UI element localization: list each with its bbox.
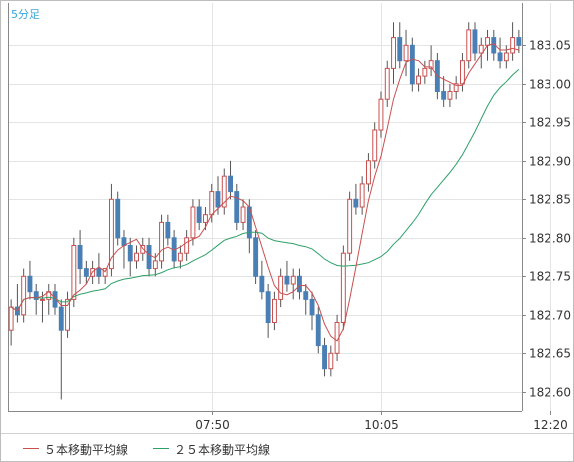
candle-up xyxy=(203,214,208,223)
candle-up xyxy=(466,29,472,62)
candle-up xyxy=(221,175,227,208)
candle-up xyxy=(21,275,27,316)
candle-up xyxy=(140,245,146,254)
ma5-line xyxy=(10,43,520,342)
candle-down xyxy=(303,291,309,300)
candle-down xyxy=(253,237,259,277)
candle-up xyxy=(102,268,108,277)
candle-down xyxy=(297,275,302,293)
legend-label-ma25: ２５本移動平均線 xyxy=(174,443,271,457)
candle-up xyxy=(71,245,77,300)
candle-up xyxy=(478,44,484,54)
candle-down xyxy=(58,306,64,331)
candle-down xyxy=(259,275,265,293)
candle-down xyxy=(284,275,290,285)
candle-down xyxy=(353,198,359,208)
x-tick-label: 10:05 xyxy=(364,418,399,432)
candle-down xyxy=(228,175,234,193)
timeframe-label: 5分足 xyxy=(11,8,40,21)
candle-up xyxy=(190,206,196,239)
candle-up xyxy=(447,91,453,100)
legend-divider xyxy=(1,433,573,434)
candle-up xyxy=(378,98,384,131)
candle-up xyxy=(152,260,158,270)
candle-up xyxy=(8,306,14,331)
candle-up xyxy=(428,60,434,69)
candle-down xyxy=(215,191,221,208)
candle-down xyxy=(146,245,152,270)
candle-up xyxy=(177,252,183,262)
candle-up xyxy=(240,206,246,223)
candle-up xyxy=(109,198,114,270)
candle-up xyxy=(134,252,140,262)
candle-up xyxy=(485,37,491,46)
candle-down xyxy=(472,29,478,54)
x-tick-label: 07:50 xyxy=(195,418,230,432)
candle-up xyxy=(372,129,378,162)
candle-down xyxy=(165,221,171,239)
candle-down xyxy=(309,298,315,316)
candle-up xyxy=(347,198,353,254)
candle-down xyxy=(265,291,271,324)
candle-up xyxy=(416,75,422,85)
candle-up xyxy=(290,275,296,285)
legend-swatch-ma25 xyxy=(153,448,169,449)
candle-up xyxy=(184,237,190,254)
candle-down xyxy=(315,314,321,347)
candle-down xyxy=(83,268,89,277)
candle-up xyxy=(510,37,516,54)
candle-up xyxy=(422,67,428,77)
candle-down xyxy=(33,291,39,300)
candle-up xyxy=(391,37,397,69)
candle-down xyxy=(27,275,33,293)
candle-down xyxy=(397,37,403,62)
candle-down xyxy=(96,268,102,277)
candle-up xyxy=(278,275,284,300)
candle-up xyxy=(40,298,45,301)
candle-up xyxy=(340,252,346,323)
candle-down xyxy=(77,245,83,270)
candle-up xyxy=(384,67,390,100)
candle-down xyxy=(234,191,240,223)
candle-up xyxy=(359,183,365,208)
legend-label-ma5: ５本移動平均線 xyxy=(44,443,129,457)
legend-swatch-ma5 xyxy=(23,448,39,449)
candle-down xyxy=(497,52,503,62)
candle-up xyxy=(328,352,334,370)
candle-down xyxy=(409,44,415,85)
candle-up xyxy=(503,52,509,62)
candle-up xyxy=(460,60,465,85)
candle-down xyxy=(196,206,202,223)
candle-down xyxy=(127,245,133,262)
candle-down xyxy=(441,91,447,100)
x-tick-label: 12:20 xyxy=(533,418,568,432)
candle-up xyxy=(403,44,409,62)
candle-up xyxy=(272,298,277,323)
candle-down xyxy=(322,345,328,370)
candle-down xyxy=(516,37,522,46)
candle-up xyxy=(159,221,165,262)
ma25-line xyxy=(10,69,520,312)
candle-up xyxy=(366,160,371,185)
legend-item-ma5: ５本移動平均線 xyxy=(23,441,128,458)
candle-up xyxy=(453,83,459,93)
candle-down xyxy=(115,198,121,239)
candle-up xyxy=(65,298,70,331)
legend-item-ma25: ２５本移動平均線 xyxy=(153,441,270,458)
candle-up xyxy=(209,191,215,216)
